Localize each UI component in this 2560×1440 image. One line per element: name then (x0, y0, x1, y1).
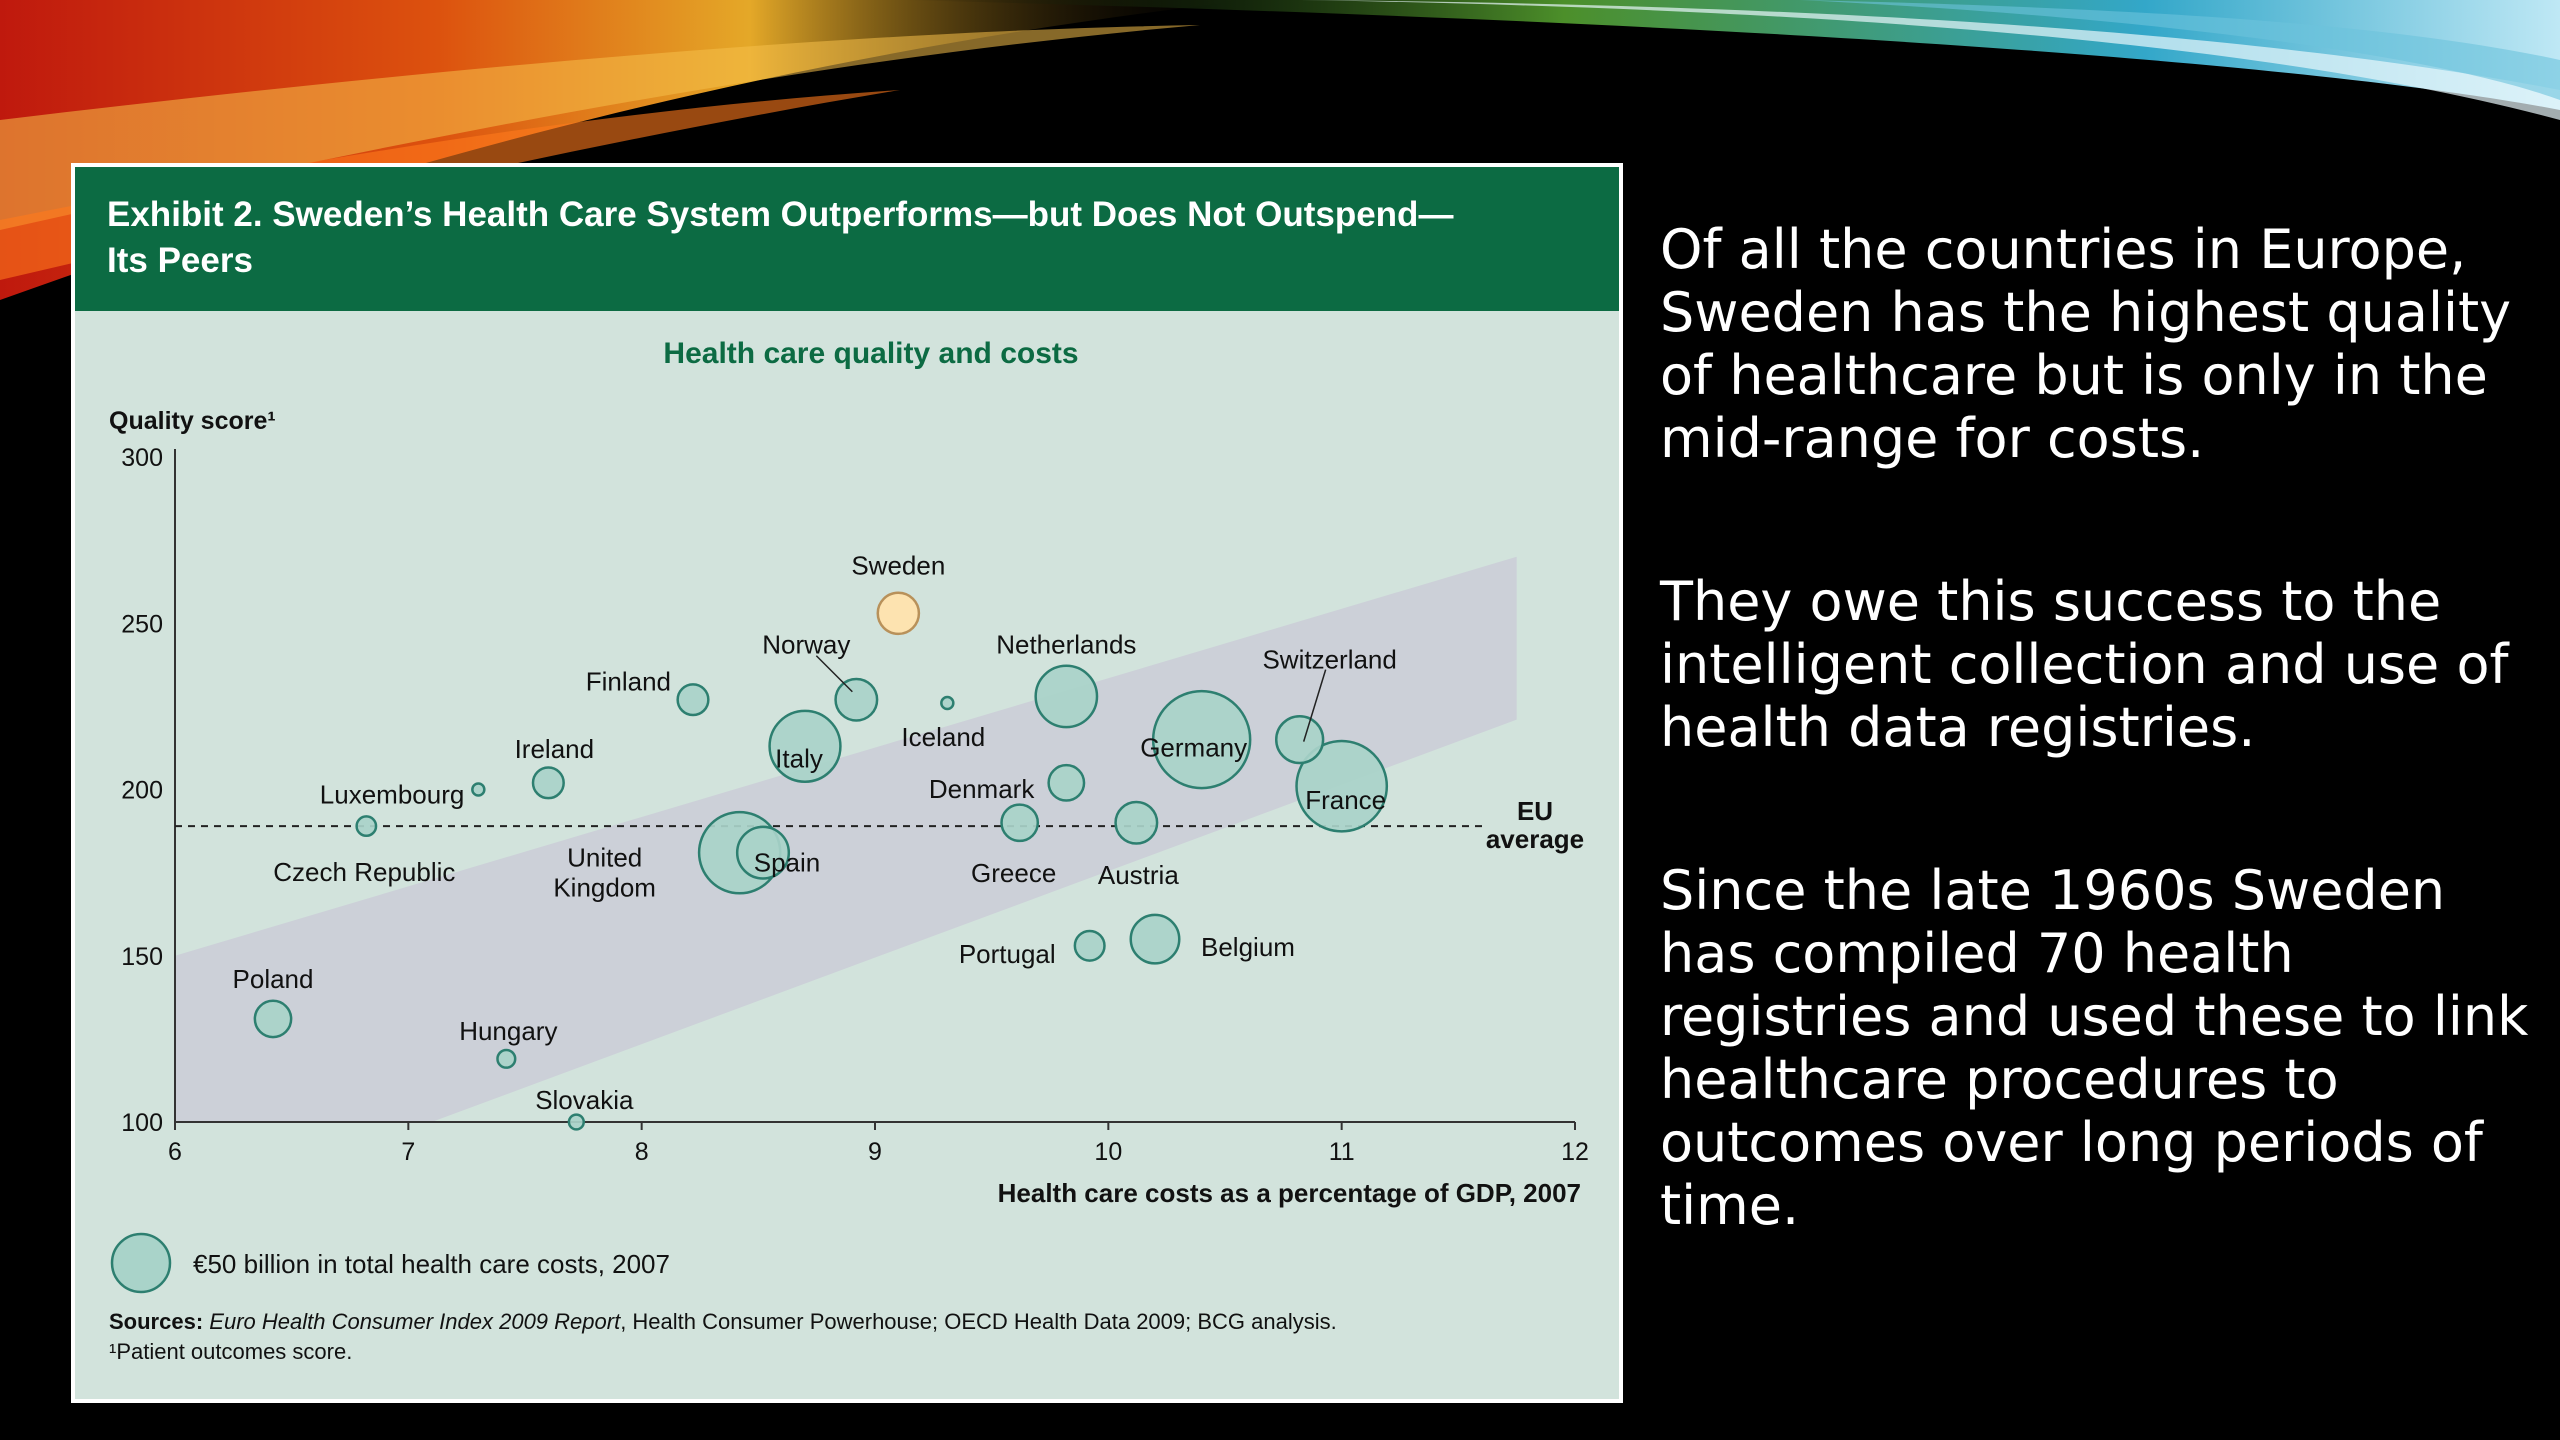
bubble-iceland (940, 695, 955, 711)
x-tick-label: 10 (1094, 1138, 1122, 1166)
bubble-finland (676, 683, 710, 717)
bubble-label: Luxembourg (320, 780, 465, 810)
exhibit-title: Exhibit 2. Sweden’s Health Care System O… (107, 192, 1587, 284)
bubble-label: Hungary (459, 1016, 557, 1046)
bubble-label: Italy (775, 743, 823, 773)
bubble-label: Finland (586, 667, 671, 697)
exhibit-title-line1: Exhibit 2. Sweden’s Health Care System O… (107, 195, 1454, 234)
bubble-belgium (1129, 913, 1181, 965)
bubble-france (1295, 739, 1389, 833)
sources-rest: , Health Consumer Powerhouse; OECD Healt… (620, 1309, 1337, 1334)
eu-average-label: EU (1517, 796, 1553, 826)
bubble-label: France (1305, 785, 1386, 815)
x-axis-label: Health care costs as a percentage of GDP… (998, 1178, 1581, 1208)
y-tick-label: 100 (121, 1109, 163, 1137)
bubble-label: Austria (1098, 860, 1179, 890)
bubble-denmark (1047, 763, 1086, 802)
bubble-label: Slovakia (535, 1085, 634, 1115)
bubble-legend-marker (110, 1232, 172, 1294)
y-tick-label: 250 (121, 610, 163, 638)
bubble-label: Spain (754, 848, 821, 878)
bubble-label: United Kingdom (553, 843, 656, 903)
x-tick-label: 7 (401, 1138, 415, 1166)
bubble-poland (253, 999, 293, 1039)
bubble-label: Belgium (1201, 932, 1295, 962)
bubble-label: Ireland (515, 734, 595, 764)
bubble-label: Norway (762, 630, 850, 660)
x-tick-label: 12 (1561, 1138, 1589, 1166)
bubble-austria (1114, 800, 1159, 845)
bubble-label: Sweden (851, 550, 945, 580)
chart-axes: 6 7 8 9 10 11 12 100 150 200 250 300 (121, 444, 1589, 1166)
sources-line: Sources: Euro Health Consumer Index 2009… (109, 1309, 1337, 1335)
y-tick-label: 150 (121, 943, 163, 971)
bubble-greece (1000, 803, 1040, 843)
exhibit-title-line2: Its Peers (107, 241, 253, 280)
bubble-label: Poland (233, 964, 314, 994)
bubble-legend-label: €50 billion in total health care costs, … (193, 1249, 670, 1279)
bubble-germany (1151, 689, 1252, 790)
eu-average-label-2: average (1486, 824, 1584, 854)
bubble-label: Switzerland (1262, 645, 1396, 675)
bubble-label: Netherlands (996, 629, 1136, 659)
bubble-hungary (496, 1048, 517, 1069)
bubble-czech-republic (355, 815, 378, 838)
y-tick-label: 300 (121, 444, 163, 472)
slide-paragraph-3: Since the late 1960s Sweden has compiled… (1660, 859, 2529, 1237)
y-tick-label: 200 (121, 777, 163, 805)
leader-line (815, 655, 853, 693)
sources-label: Sources: (109, 1309, 204, 1334)
slide-paragraph-2: They owe this success to the intelligent… (1660, 570, 2509, 759)
x-tick-label: 8 (635, 1138, 649, 1166)
bubble-label: Denmark (929, 774, 1035, 804)
bubble-label: Germany (1140, 733, 1247, 763)
sources-report: Euro Health Consumer Index 2009 Report (209, 1309, 621, 1334)
leader-line (1302, 669, 1327, 742)
bubble-switzerland (1274, 714, 1325, 765)
bubble-portugal (1073, 929, 1106, 962)
slide-paragraph-1: Of all the countries in Europe, Sweden h… (1660, 218, 2512, 470)
bubble-netherlands (1034, 664, 1099, 729)
exhibit-header: Exhibit 2. Sweden’s Health Care System O… (75, 167, 1619, 311)
bubble-sweden (876, 591, 921, 636)
x-tick-label: 11 (1329, 1138, 1355, 1166)
bubble-slovakia (567, 1113, 585, 1131)
bubble-labels: Sweden Netherlands Switzerland Germany Franc… (233, 550, 1397, 1115)
footnote: ¹Patient outcomes score. (109, 1339, 353, 1364)
bubble-luxembourg (471, 782, 486, 797)
bubbles (253, 591, 1389, 1131)
x-tick-label: 9 (868, 1138, 882, 1166)
chart-title: Health care quality and costs (663, 337, 1078, 370)
bubble-chart: Health care quality and costs Quality sc… (109, 337, 1589, 1294)
x-tick-label: 6 (168, 1138, 182, 1166)
bubble-label: Portugal (959, 939, 1056, 969)
y-axis-label: Quality score¹ (109, 407, 276, 435)
bubble-label: Czech Republic (273, 857, 455, 887)
bubble-ireland (531, 766, 565, 800)
bubble-label: Greece (971, 858, 1056, 888)
bubble-italy (768, 709, 842, 783)
bubble-label: Iceland (901, 722, 985, 752)
slide-body: Of all the countries in Europe, Sweden h… (1660, 218, 2530, 1337)
exhibit-panel: Exhibit 2. Sweden’s Health Care System O… (71, 163, 1623, 1403)
bubble-spain (735, 825, 791, 880)
bubble-norway (834, 677, 879, 722)
